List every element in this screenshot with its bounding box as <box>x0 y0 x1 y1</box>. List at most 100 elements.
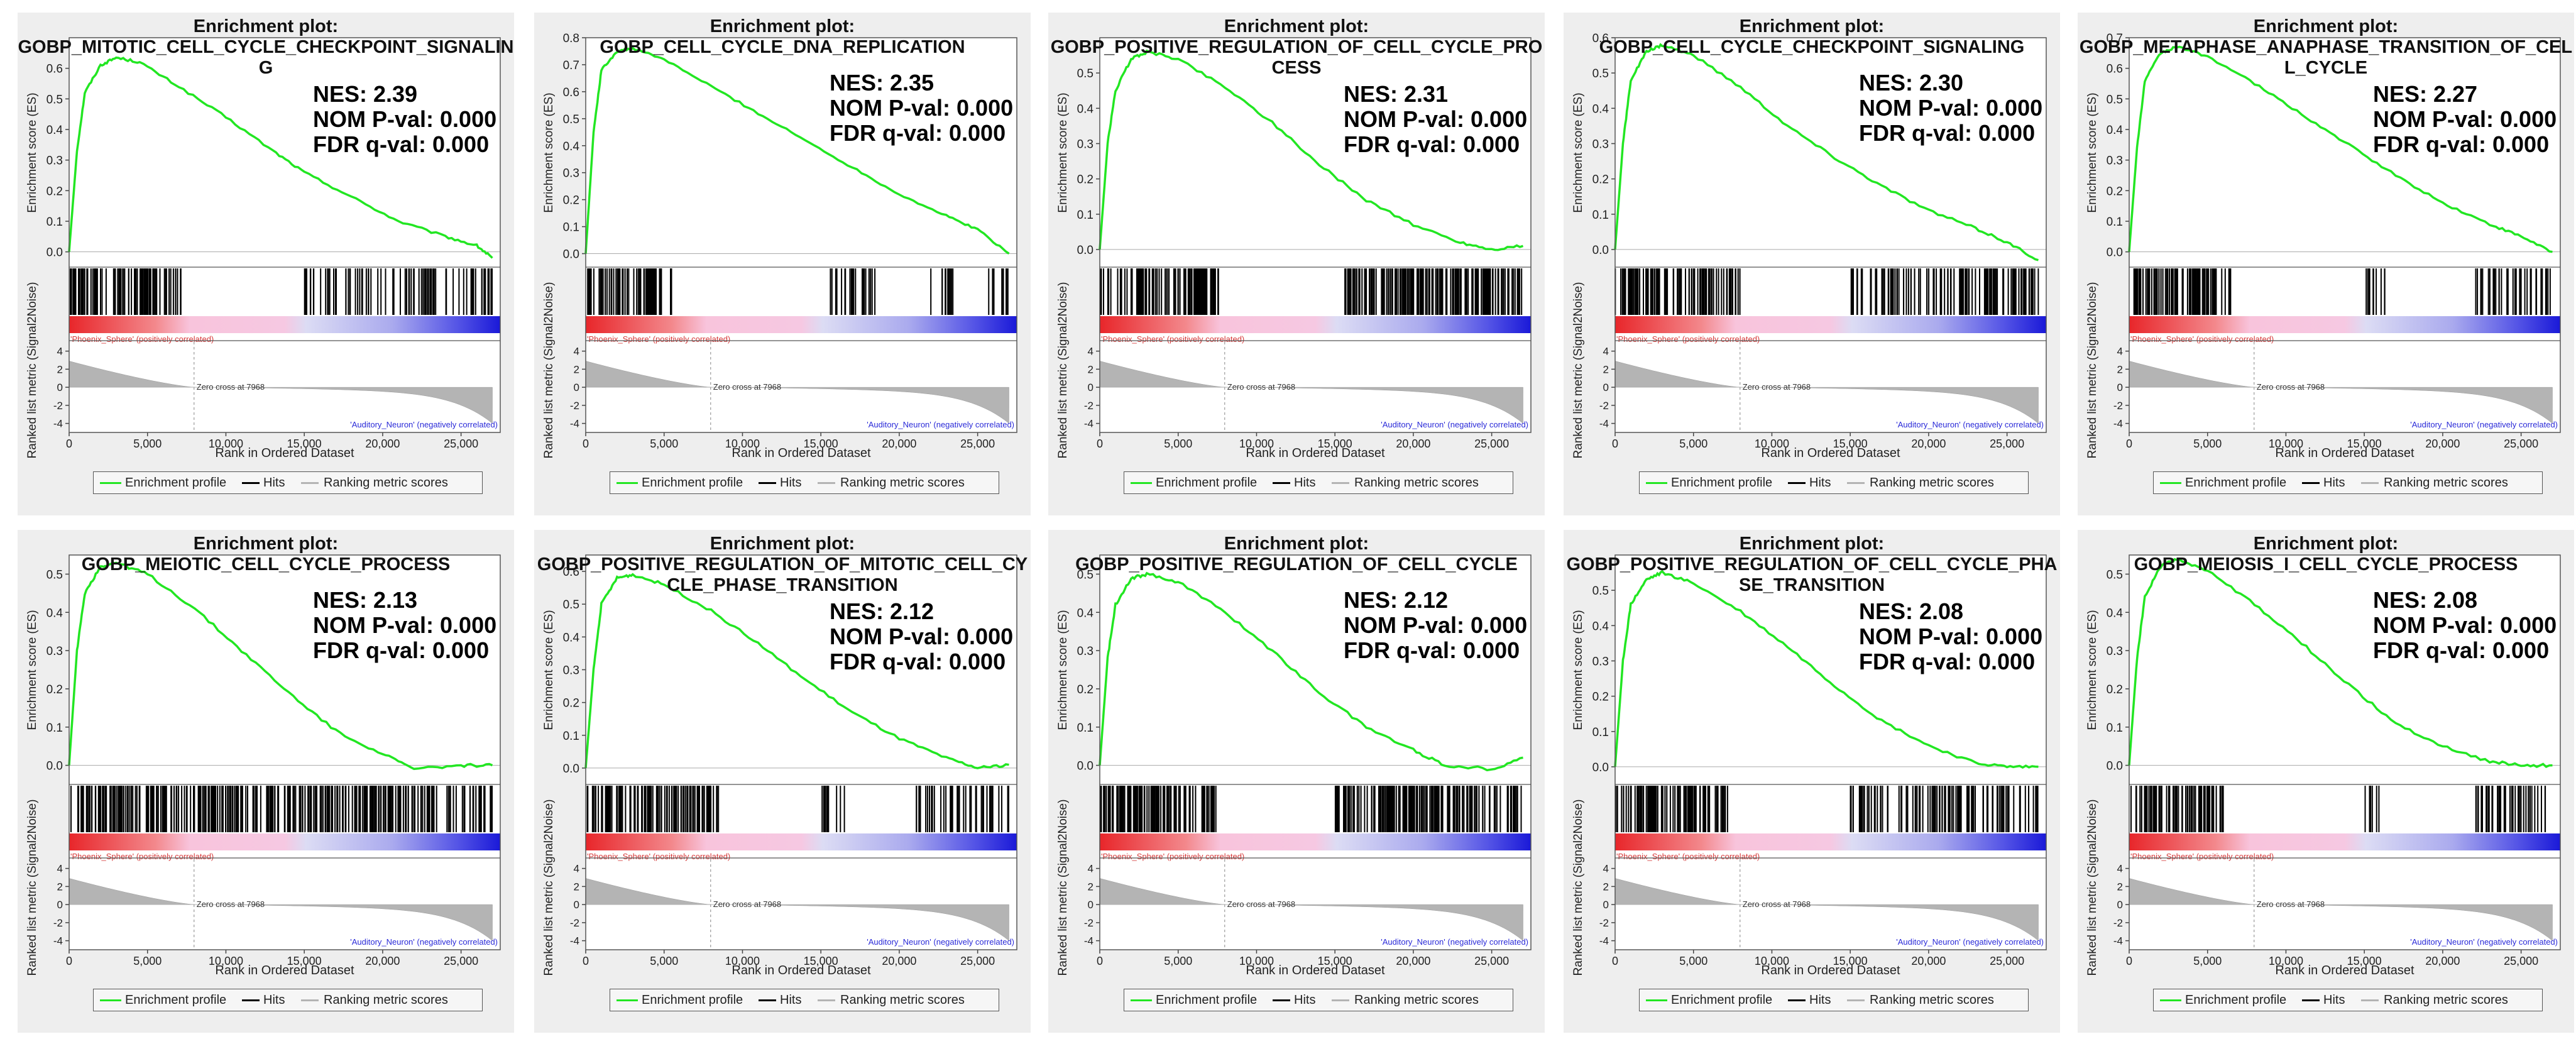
legend-swatch-metric <box>1332 482 1349 484</box>
metric-tick-label: -2 <box>570 400 579 412</box>
x-tick-label: 5,000 <box>1679 955 1707 967</box>
ranking-metric-area <box>69 361 493 424</box>
x-tick-label: 10,000 <box>1755 955 1789 967</box>
rank-gradient-bar <box>2129 316 2560 333</box>
x-tick-label: 0 <box>583 437 589 450</box>
legend-item-hits: Hits <box>1294 993 1316 1007</box>
metric-tick-label: 0 <box>1603 899 1609 911</box>
zero-cross-label: Zero cross at 7968 <box>713 899 781 909</box>
x-tick-label: 0 <box>1612 955 1618 967</box>
stats-block: NES: 2.27 NOM P-val: 0.000 FDR q-val: 0.00… <box>2373 82 2557 157</box>
x-tick-label: 0 <box>1097 437 1103 450</box>
rank-gradient-bar <box>69 833 500 850</box>
rank-gradient-bar <box>69 316 500 333</box>
x-tick-label: 15,000 <box>2347 955 2382 967</box>
x-tick-label: 20,000 <box>882 955 916 967</box>
plot-title: Enrichment plot: GOBP_POSITIVE_REGULATION… <box>1048 16 1545 79</box>
metric-tick-label: -2 <box>1599 400 1609 412</box>
x-tick-label: 15,000 <box>1833 955 1868 967</box>
enrichment-plot-panel: 0.7 0.6 0.5 0.4 0.3 0.2 0.1 0.0 'Phoenix_Sphere'… <box>2078 13 2574 515</box>
es-axis-label: Enrichment score (ES) <box>2086 92 2099 213</box>
pval-value: NOM P-val: 0.000 <box>830 624 1014 649</box>
legend-item-metric: Ranking metric scores <box>2384 476 2508 490</box>
legend-item-metric: Ranking metric scores <box>2384 993 2508 1007</box>
nes-value: NES: 2.12 <box>830 598 934 624</box>
es-tick-label: 0.1 <box>563 730 579 743</box>
plot-canvas: 0.6 0.5 0.4 0.3 0.2 0.1 0.0 'Phoenix_Sphere' (p… <box>563 554 1017 967</box>
legend-swatch-hits <box>242 482 260 484</box>
gene-set-name: GOBP_CELL_CYCLE_DNA_REPLICATION <box>600 37 965 57</box>
metric-tick-label: -4 <box>1599 418 1609 430</box>
legend-swatch-metric <box>1847 999 1865 1001</box>
negative-correlation-label: 'Auditory_Neuron' (negatively correlated… <box>1381 937 1528 947</box>
es-tick-label: 0.3 <box>1592 655 1609 668</box>
nes-value: NES: 2.39 <box>313 81 418 107</box>
es-tick-label: 0.6 <box>47 63 63 76</box>
positive-correlation-label: 'Phoenix_Sphere' (positively correlated) <box>1616 334 1760 344</box>
x-tick-label: 5,000 <box>1164 955 1192 967</box>
fdr-value: FDR q-val: 0.000 <box>830 120 1006 146</box>
es-tick-label: 0.4 <box>1077 102 1094 116</box>
x-tick-label: 0 <box>1097 955 1103 967</box>
plot-area <box>586 38 1017 432</box>
plot-frame <box>2129 37 2561 433</box>
x-axis-label: Rank in Ordered Dataset <box>732 446 871 460</box>
x-tick-label: 20,000 <box>1911 955 1946 967</box>
metric-tick-label: 4 <box>2117 863 2123 875</box>
plot-area <box>2129 38 2560 432</box>
legend-item-profile: Enrichment profile <box>1671 476 1773 490</box>
fdr-value: FDR q-val: 0.000 <box>2373 637 2550 663</box>
plot-title: Enrichment plot: GOBP_CELL_CYCLE_DNA_REPL… <box>534 16 1031 58</box>
metric-axis-label: Ranked list metric (Signal2Noise) <box>1572 282 1585 459</box>
x-tick-label: 5,000 <box>650 955 678 967</box>
fdr-value: FDR q-val: 0.000 <box>1344 131 1520 157</box>
metric-tick-label: 4 <box>574 346 579 358</box>
legend-swatch-hits <box>759 482 776 484</box>
nes-value: NES: 2.08 <box>1859 598 1964 624</box>
es-tick-label: 0.5 <box>47 568 63 581</box>
gene-set-name: CESS <box>1271 58 1322 78</box>
es-tick-label: 0.3 <box>563 664 579 678</box>
stats-block: NES: 2.12 NOM P-val: 0.000 FDR q-val: 0.00… <box>1344 588 1527 663</box>
legend-item-hits: Hits <box>1809 993 1831 1007</box>
x-axis-label: Rank in Ordered Dataset <box>1246 446 1385 460</box>
metric-tick-label: 2 <box>57 881 63 893</box>
metric-tick-label: -2 <box>2113 400 2123 412</box>
metric-tick-label: -2 <box>1084 917 1093 929</box>
x-tick-label: 15,000 <box>2347 437 2382 450</box>
legend-swatch-profile <box>1646 482 1667 484</box>
positive-correlation-label: 'Phoenix_Sphere' (positively correlated) <box>70 334 214 344</box>
es-tick-label: 0.5 <box>2107 568 2123 581</box>
x-axis-label: Rank in Ordered Dataset <box>1761 964 1900 977</box>
plot-title-heading: Enrichment plot: <box>193 16 339 36</box>
es-tick-label: 0.4 <box>563 631 580 644</box>
plot-area <box>1100 38 1531 432</box>
es-tick-label: 0.1 <box>47 216 63 229</box>
x-tick-label: 5,000 <box>1164 437 1192 450</box>
enrichment-profile-line <box>68 56 493 259</box>
metric-tick-label: 0 <box>57 899 63 911</box>
legend: Enrichment profile Hits Ranking metric sco… <box>1639 471 2029 494</box>
legend-item-profile: Enrichment profile <box>2185 993 2287 1007</box>
legend-swatch-hits <box>242 999 260 1001</box>
ranking-metric-area <box>585 878 1009 942</box>
metric-tick-label: 0 <box>574 382 579 393</box>
x-tick-label: 15,000 <box>804 955 838 967</box>
metric-tick-label: -4 <box>2113 418 2123 430</box>
x-tick-label: 25,000 <box>444 437 478 450</box>
x-tick-label: 25,000 <box>1990 437 2024 450</box>
gene-set-name: GOBP_MEIOSIS_I_CELL_CYCLE_PROCESS <box>2134 554 2518 574</box>
rank-gradient-bar <box>586 316 1017 333</box>
x-tick-label: 25,000 <box>1990 955 2024 967</box>
enrichment-profile-line <box>584 47 1010 255</box>
x-tick-label: 20,000 <box>2425 437 2460 450</box>
plot-canvas: 0.6 0.5 0.4 0.3 0.2 0.1 0.0 'Phoenix_Sphere' (p… <box>1592 32 2047 450</box>
metric-axis-label: Ranked list metric (Signal2Noise) <box>542 799 556 976</box>
gene-set-name: GOBP_POSITIVE_REGULATION_OF_CELL_CYCLE_P… <box>1566 554 2058 574</box>
x-tick-label: 10,000 <box>209 955 243 967</box>
metric-tick-label: 2 <box>574 363 579 375</box>
rank-gradient-bar <box>586 833 1017 850</box>
legend-swatch-metric <box>2361 999 2379 1001</box>
x-axis-label: Rank in Ordered Dataset <box>1246 964 1385 977</box>
ranking-metric-area <box>2129 361 2553 424</box>
